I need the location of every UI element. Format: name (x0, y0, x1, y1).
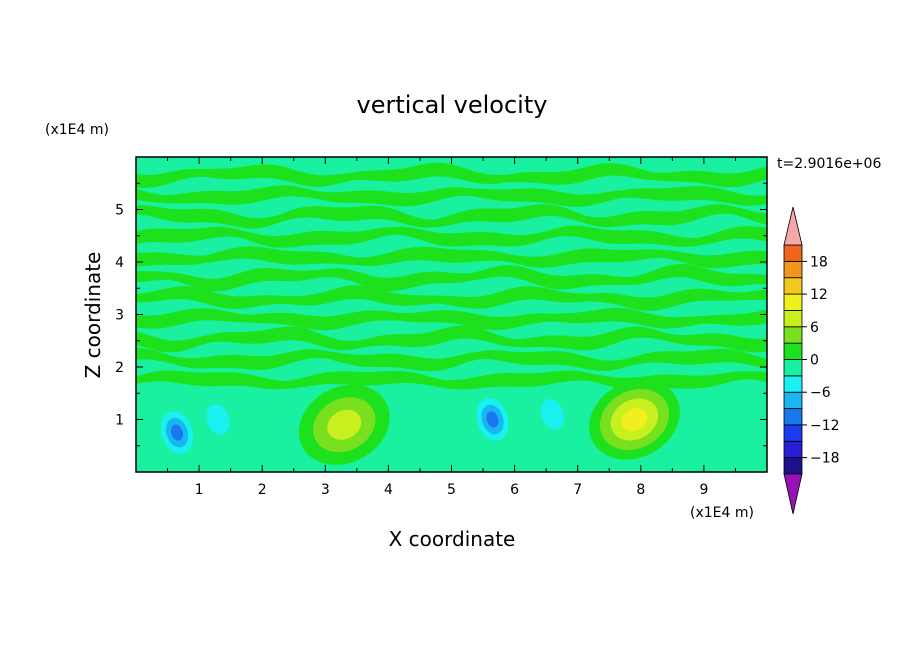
x-tick-label: 2 (258, 482, 267, 498)
contour-band (136, 325, 767, 353)
updraft-cell (589, 379, 680, 460)
colorbar-under-arrow (783, 473, 803, 515)
x-tick-label: 4 (384, 482, 393, 498)
updraft-cell (298, 384, 390, 465)
colorbar-tick-label: 12 (810, 287, 828, 303)
colorbar-tick-label: 0 (810, 353, 819, 369)
contour-level (540, 398, 565, 430)
colorbar-tick-label: −18 (810, 451, 840, 467)
x-unit-label: (x1E4 m) (690, 505, 754, 521)
x-tick-label: 1 (195, 482, 204, 498)
colorbar-swatch (783, 440, 803, 459)
contour-band (136, 246, 767, 269)
colorbar-swatch (783, 260, 803, 279)
contour-band (136, 264, 767, 292)
y-tick-label: 4 (115, 255, 124, 271)
contour-band (136, 348, 767, 372)
colorbar-tick-label: 18 (810, 254, 828, 270)
time-label: t=2.9016e+06 (777, 156, 881, 172)
y-axis-ticks: 1 2 3 4 5 (115, 182, 767, 447)
contour-band (136, 162, 767, 188)
contour-band (136, 285, 767, 311)
downdraft-cell (471, 391, 514, 448)
y-tick-label: 5 (115, 203, 124, 219)
x-tick-label: 9 (699, 482, 708, 498)
colorbar-swatch (783, 326, 803, 344)
contour-level (486, 411, 499, 428)
contour-band (136, 225, 767, 248)
contour-band (136, 185, 767, 207)
x-tick-label: 6 (510, 482, 519, 498)
colorbar-over-arrow (783, 206, 803, 246)
contour-level (327, 409, 362, 440)
colorbar-swatch (783, 244, 803, 262)
downdraft-cell (155, 404, 199, 461)
colorbar-swatch (783, 310, 803, 328)
colorbar-swatch (783, 391, 803, 409)
colorbar-tick-label: −6 (810, 385, 831, 401)
y-axis-label: Z coordinate (81, 252, 105, 379)
contour-band (136, 370, 767, 390)
colorbar-swatch (783, 359, 803, 377)
y-tick-label: 3 (115, 308, 124, 324)
contour-band (136, 204, 767, 229)
contour-level (621, 408, 648, 431)
contour-level (170, 424, 184, 441)
colorbar: −18 −12 −6 0 6 12 18 (783, 206, 840, 515)
y-unit-label: (x1E4 m) (45, 122, 109, 138)
x-tick-label: 3 (321, 482, 330, 498)
features-layer (155, 379, 680, 465)
colorbar-swatch (783, 375, 803, 393)
plot-area (136, 157, 767, 472)
colorbar-swatch (783, 293, 803, 311)
x-tick-label: 8 (636, 482, 645, 498)
chart-title: vertical velocity (357, 91, 548, 119)
colorbar-swatch (783, 277, 803, 295)
downdraft-cell (196, 391, 240, 448)
x-tick-label: 7 (573, 482, 582, 498)
colorbar-swatch (783, 424, 803, 442)
x-axis-ticks: 1 2 3 4 5 6 7 8 9 (167, 157, 736, 498)
downdraft-cell (531, 386, 574, 443)
colorbar-swatch (783, 342, 803, 360)
colorbar-swatch (783, 457, 803, 475)
y-tick-label: 1 (115, 413, 124, 429)
x-axis-label: X coordinate (389, 527, 516, 551)
colorbar-tick-label: −12 (810, 418, 840, 434)
colorbar-swatch (783, 408, 803, 426)
contour-level (206, 404, 230, 435)
y-tick-label: 2 (115, 360, 124, 376)
upper-bands (136, 162, 767, 390)
x-tick-label: 5 (447, 482, 456, 498)
colorbar-tick-label: 6 (810, 320, 819, 336)
contour-band (136, 307, 767, 331)
